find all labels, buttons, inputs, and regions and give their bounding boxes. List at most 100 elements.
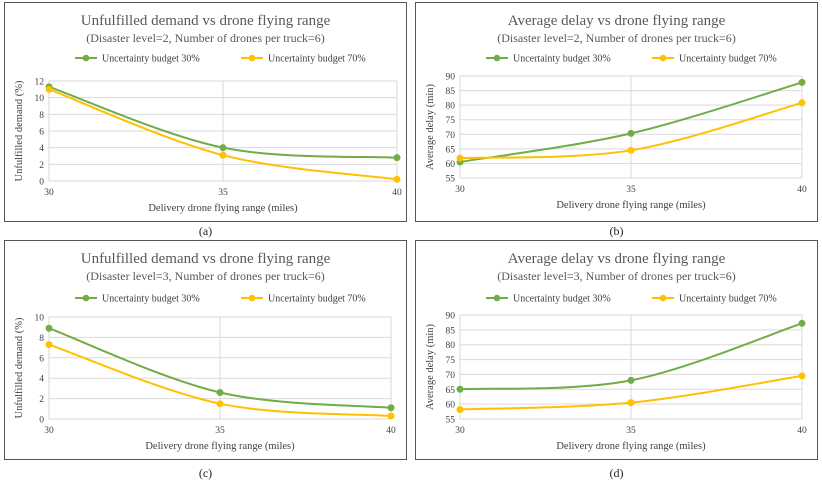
- chart-d: Average delay vs drone flying range (Disa…: [425, 251, 807, 452]
- legend-marker-2: [659, 294, 667, 302]
- legend-marker-1: [82, 54, 90, 62]
- y-axis-title: Unfulfilled demand (%): [14, 80, 25, 181]
- chart-title: Unfulfilled demand vs drone flying range: [81, 251, 331, 267]
- legend-label-1: Uncertainty budget 30%: [102, 54, 200, 65]
- data-point-series-2-1: [456, 405, 464, 413]
- legend-label-1: Uncertainty budget 30%: [513, 54, 611, 65]
- y-tick-label: 2: [39, 161, 44, 171]
- x-tick-label: 30: [455, 426, 465, 436]
- y-tick-label: 4: [39, 375, 44, 385]
- y-tick-label: 0: [39, 416, 44, 426]
- y-tick-label: 60: [446, 160, 456, 170]
- x-tick-label: 35: [626, 426, 636, 436]
- data-point-series-2-3: [387, 412, 395, 420]
- legend-marker-2: [248, 294, 256, 302]
- y-tick-label: 55: [446, 416, 456, 426]
- y-tick-label: 55: [446, 175, 456, 185]
- x-tick-label: 40: [797, 426, 807, 436]
- y-tick-label: 70: [446, 131, 456, 141]
- y-tick-label: 80: [446, 102, 456, 112]
- caption-b: (b): [609, 224, 624, 238]
- y-tick-label: 8: [39, 334, 44, 344]
- y-axis-title: Average delay (min): [425, 83, 436, 170]
- chart-panel-a: Unfulfilled demand vs drone flying range…: [4, 2, 407, 222]
- legend-label-2: Uncertainty budget 70%: [268, 54, 366, 65]
- data-point-series-2-1: [456, 154, 464, 162]
- data-point-series-2-2: [627, 146, 635, 154]
- y-tick-label: 85: [446, 87, 456, 97]
- x-axis-title: Delivery drone flying range (miles): [145, 441, 295, 452]
- x-tick-label: 30: [455, 185, 465, 195]
- data-point-series-2-3: [798, 99, 806, 107]
- data-point-series-1-3: [387, 404, 395, 412]
- data-point-series-2-2: [216, 400, 224, 408]
- x-tick-label: 30: [44, 188, 54, 198]
- y-tick-label: 12: [35, 78, 45, 88]
- legend-label-2: Uncertainty budget 70%: [268, 294, 366, 305]
- data-point-series-1-1: [45, 324, 53, 332]
- y-tick-label: 2: [39, 395, 44, 405]
- chart-subtitle: (Disaster level=3, Number of drones per …: [86, 269, 324, 283]
- chart-a: Unfulfilled demand vs drone flying range…: [14, 13, 402, 214]
- x-tick-label: 40: [797, 185, 807, 195]
- data-point-series-1-2: [219, 144, 227, 152]
- y-tick-label: 65: [446, 386, 456, 396]
- y-tick-label: 6: [39, 354, 44, 364]
- data-point-series-2-1: [45, 85, 53, 93]
- x-tick-label: 40: [392, 188, 402, 198]
- data-point-series-2-2: [219, 151, 227, 159]
- chart-title: Average delay vs drone flying range: [508, 251, 726, 267]
- chart-title: Average delay vs drone flying range: [508, 13, 726, 29]
- data-point-series-2-3: [393, 175, 401, 183]
- y-tick-label: 10: [35, 94, 45, 104]
- data-point-series-2-3: [798, 372, 806, 380]
- chart-title: Unfulfilled demand vs drone flying range: [81, 13, 331, 29]
- caption-a: (a): [198, 224, 213, 238]
- y-tick-label: 6: [39, 128, 44, 138]
- legend-marker-1: [493, 294, 501, 302]
- chart-panel-c: Unfulfilled demand vs drone flying range…: [4, 240, 407, 460]
- y-axis-title: Unfulfilled demand (%): [14, 317, 25, 418]
- caption-c: (c): [198, 466, 213, 480]
- y-tick-label: 0: [39, 178, 44, 188]
- y-tick-label: 90: [446, 73, 456, 83]
- x-axis-title: Delivery drone flying range (miles): [556, 200, 706, 211]
- legend-marker-1: [493, 54, 501, 62]
- data-point-series-2-1: [45, 341, 53, 349]
- data-point-series-1-3: [393, 154, 401, 162]
- data-point-series-1-1: [456, 385, 464, 393]
- legend-label-1: Uncertainty budget 30%: [513, 294, 611, 305]
- legend-marker-2: [659, 54, 667, 62]
- legend-marker-2: [248, 54, 256, 62]
- chart-subtitle: (Disaster level=2, Number of drones per …: [86, 31, 324, 45]
- legend-label-2: Uncertainty budget 70%: [679, 294, 777, 305]
- y-tick-label: 80: [446, 341, 456, 351]
- y-tick-label: 90: [446, 312, 456, 322]
- legend-marker-1: [82, 294, 90, 302]
- chart-c: Unfulfilled demand vs drone flying range…: [14, 251, 396, 452]
- x-tick-label: 35: [626, 185, 636, 195]
- x-tick-label: 40: [386, 426, 396, 436]
- chart-subtitle: (Disaster level=3, Number of drones per …: [497, 269, 735, 283]
- chart-panel-d: Average delay vs drone flying range (Disa…: [415, 240, 818, 460]
- data-point-series-1-2: [216, 388, 224, 396]
- y-tick-label: 10: [35, 314, 45, 324]
- y-tick-label: 75: [446, 116, 456, 126]
- x-tick-label: 30: [44, 426, 54, 436]
- legend-label-2: Uncertainty budget 70%: [679, 54, 777, 65]
- data-point-series-1-3: [798, 319, 806, 327]
- chart-b: Average delay vs drone flying range (Disa…: [425, 13, 807, 211]
- chart-panel-b: Average delay vs drone flying range (Disa…: [415, 2, 818, 222]
- x-tick-label: 35: [215, 426, 225, 436]
- caption-d: (d): [609, 466, 624, 480]
- x-axis-title: Delivery drone flying range (miles): [148, 203, 298, 214]
- y-tick-label: 70: [446, 371, 456, 381]
- y-tick-label: 8: [39, 111, 44, 121]
- legend-label-1: Uncertainty budget 30%: [102, 294, 200, 305]
- data-point-series-1-2: [627, 129, 635, 137]
- y-tick-label: 4: [39, 144, 44, 154]
- x-tick-label: 35: [218, 188, 228, 198]
- data-point-series-1-3: [798, 78, 806, 86]
- x-axis-title: Delivery drone flying range (miles): [556, 441, 706, 452]
- y-tick-label: 65: [446, 145, 456, 155]
